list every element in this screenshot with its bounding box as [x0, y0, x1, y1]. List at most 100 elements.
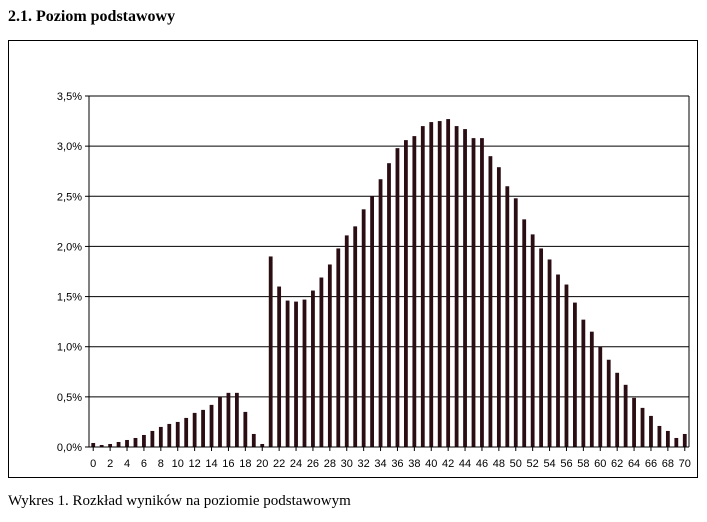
bar: [420, 126, 425, 447]
bar: [522, 219, 527, 447]
bar: [640, 407, 645, 447]
bar: [454, 126, 459, 447]
y-tick-label: 2,0%: [57, 241, 82, 253]
bar: [125, 439, 129, 447]
bar: [327, 264, 332, 447]
x-tick-label: 10: [172, 458, 184, 470]
x-tick-label: 22: [273, 458, 285, 470]
x-tick-labels: 0 2 4 6 8 10 12 14 16 18 20 22 24 26 28 30 32 34 36 38 40 42 4…: [90, 447, 691, 470]
bar: [311, 290, 315, 447]
x-tick-label: 6: [141, 458, 147, 470]
x-tick-label: 12: [189, 458, 201, 470]
x-tick-label: 58: [577, 458, 589, 470]
bar: [598, 346, 603, 447]
bar: [175, 421, 180, 447]
x-tick-label: 64: [628, 458, 640, 470]
bar: [581, 319, 586, 447]
bar: [547, 259, 552, 447]
bar: [412, 136, 417, 448]
bar: [615, 372, 620, 447]
bar: [336, 248, 341, 447]
bar: [446, 119, 451, 447]
bar: [404, 140, 408, 447]
bar: [201, 409, 205, 447]
chart-frame: 0,0% 0,5% 1,0% 1,5% 2,0% 2,5% 3,0% 3,5% 0 2 4 6 8 10…: [8, 40, 698, 478]
bar: [429, 122, 434, 447]
bar: [116, 441, 121, 447]
x-tick-label: 44: [459, 458, 471, 470]
x-tick-label: 70: [679, 458, 691, 470]
bar: [395, 148, 400, 447]
x-tick-label: 2: [107, 458, 113, 470]
bar: [218, 396, 222, 447]
bar: [496, 167, 501, 447]
bar: [361, 209, 366, 447]
bar: [353, 226, 358, 447]
bar: [657, 425, 662, 447]
y-tick-label: 3,5%: [57, 91, 82, 103]
bar: [589, 331, 594, 447]
bar: [665, 430, 670, 447]
bar: [513, 198, 518, 447]
x-tick-label: 34: [374, 458, 386, 470]
bar: [91, 442, 96, 447]
bar: [387, 163, 391, 447]
bar: [623, 384, 628, 447]
distribution-bar-chart: 0,0%0,5%1,0%1,5%2,0%2,5%3,0%3,5% 0 2 4 6 8 10…: [57, 91, 691, 470]
bar: [150, 430, 155, 447]
bar: [285, 300, 290, 447]
x-tick-label: 26: [307, 458, 319, 470]
x-tick-label: 40: [425, 458, 437, 470]
bar: [463, 129, 467, 447]
y-tick-label: 3,0%: [57, 141, 82, 153]
bar: [480, 138, 484, 447]
x-tick-label: 20: [256, 458, 268, 470]
bar: [226, 392, 231, 447]
bars: [91, 119, 687, 448]
bar: [682, 433, 687, 447]
bar: [606, 359, 611, 447]
x-tick-label: 14: [205, 458, 217, 470]
x-tick-label: 28: [324, 458, 336, 470]
bar: [167, 423, 172, 447]
bar: [437, 121, 442, 447]
x-tick-label: 36: [391, 458, 403, 470]
bar: [556, 274, 560, 447]
x-tick-label: 46: [476, 458, 488, 470]
x-tick-label: 54: [543, 458, 555, 470]
x-tick-label: 50: [510, 458, 522, 470]
bar: [251, 433, 256, 447]
x-tick-label: 8: [158, 458, 164, 470]
x-tick-label: 30: [341, 458, 353, 470]
x-tick-label: 56: [560, 458, 572, 470]
axes: [88, 95, 690, 448]
bar: [260, 443, 265, 447]
bar: [530, 234, 535, 447]
section-heading: 2.1. Poziom podstawowy: [8, 8, 176, 25]
y-tick-label: 1,0%: [57, 342, 82, 354]
bar: [133, 437, 138, 447]
x-tick-label: 66: [645, 458, 657, 470]
bar: [184, 417, 189, 447]
bar: [302, 299, 307, 447]
x-tick-label: 38: [408, 458, 420, 470]
bar: [344, 235, 349, 447]
y-tick-label: 2,5%: [57, 191, 82, 203]
x-tick-label: 42: [442, 458, 454, 470]
y-tick-label: 0,0%: [57, 442, 82, 454]
y-tick-labels: 0,0% 0,5% 1,0% 1,5% 2,0% 2,5% 3,0% 3,5%: [57, 91, 82, 454]
x-tick-label: 24: [290, 458, 302, 470]
bar: [488, 156, 493, 448]
bar: [573, 302, 577, 447]
bar: [142, 434, 146, 447]
x-tick-label: 18: [239, 458, 251, 470]
bar: [370, 196, 374, 447]
bar: [277, 286, 282, 447]
x-tick-label: 16: [222, 458, 234, 470]
bar: [319, 277, 324, 447]
bar: [649, 415, 653, 447]
bar: [209, 404, 214, 447]
bar: [471, 138, 476, 447]
bar: [539, 248, 544, 447]
bar: [268, 256, 273, 447]
